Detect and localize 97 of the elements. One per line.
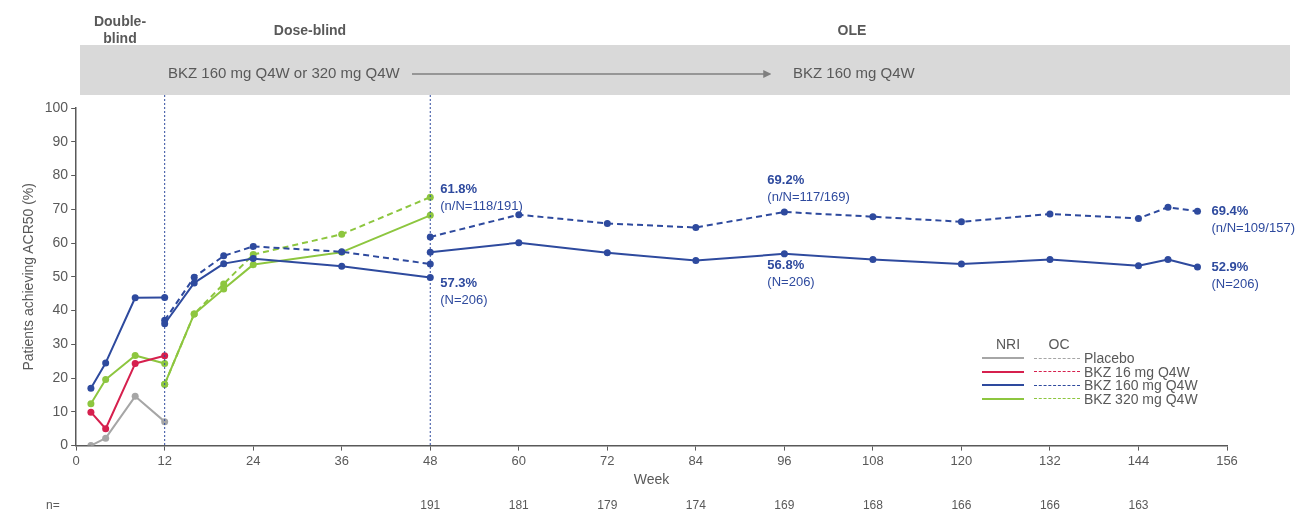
text: BKZ 160 mg Q4W or 320 mg Q4W [168, 64, 401, 82]
point [249, 242, 257, 250]
point [161, 320, 169, 328]
point [220, 260, 228, 268]
point [1193, 207, 1201, 215]
x-tick-label: 144 [1127, 452, 1150, 468]
text: 191 [420, 498, 441, 513]
point [161, 293, 169, 301]
point [869, 256, 877, 264]
y-tick-label: 40 [52, 301, 69, 318]
y-tick-label: 80 [52, 166, 69, 183]
point [869, 213, 877, 221]
point [1193, 263, 1201, 271]
annotation: 69.4% (n/N=109/157) [1211, 202, 1295, 235]
y-tick-label: 20 [52, 368, 69, 385]
point [780, 208, 788, 216]
point [426, 248, 434, 256]
point [102, 359, 110, 367]
point [957, 260, 965, 268]
x-tick-label: 84 [688, 452, 704, 468]
text: n= [46, 498, 60, 513]
point [1046, 210, 1054, 218]
text: 179 [597, 498, 618, 513]
x-tick-label: 36 [334, 452, 349, 468]
text: 166 [951, 498, 972, 513]
text: 169 [774, 498, 795, 513]
point [1164, 203, 1172, 211]
x-tick-label: 0 [72, 452, 80, 468]
point [87, 384, 95, 392]
x-axis-title: Week [633, 471, 671, 488]
x-tick-label: 12 [157, 452, 172, 468]
text: BKZ 160 mg Q4W [793, 64, 916, 82]
x-tick-label: 96 [777, 452, 792, 468]
point [957, 218, 965, 226]
x-tick-label: 48 [423, 452, 438, 468]
point [426, 211, 434, 219]
point [102, 434, 110, 442]
point [338, 230, 346, 238]
text: Dose-blind [273, 21, 347, 38]
annotation: 69.2% (n/N=117/169) [767, 171, 850, 204]
text: Double-blind [93, 13, 147, 47]
point [87, 400, 95, 408]
y-tick-label: 0 [60, 436, 69, 453]
point [131, 360, 139, 368]
y-tick-label: 50 [52, 267, 69, 284]
x-tick-label: 132 [1039, 452, 1061, 468]
text: OLE [837, 21, 867, 38]
point [692, 257, 700, 265]
point [220, 252, 228, 260]
x-tick-label: 120 [950, 452, 973, 468]
point [249, 261, 257, 269]
y-axis-title: Patients achieving ACR50 (%) [20, 183, 37, 371]
y-tick-label: 70 [52, 200, 69, 217]
text: 163 [1128, 498, 1149, 513]
point [1164, 256, 1172, 264]
point [603, 219, 611, 227]
point [102, 375, 110, 383]
point [1134, 214, 1142, 222]
x-tick-label: 72 [600, 452, 615, 468]
annotation: 61.8% (n/N=118/191) [440, 180, 523, 213]
point [249, 255, 257, 263]
point [426, 260, 434, 268]
x-tick-label: 60 [511, 452, 527, 468]
point [102, 425, 110, 433]
annotation: 56.8% (N=206) [767, 257, 815, 290]
y-tick-label: 90 [52, 132, 69, 149]
point [190, 279, 198, 287]
point [1046, 256, 1054, 264]
point [161, 352, 169, 360]
annotation: NRI [994, 335, 1022, 352]
y-tick-label: 100 [44, 98, 69, 115]
text: 174 [685, 498, 707, 513]
x-tick-label: 108 [862, 452, 884, 468]
point [131, 351, 139, 359]
point [131, 392, 139, 400]
point [426, 233, 434, 241]
point [1134, 262, 1142, 270]
x-tick-label: 156 [1216, 452, 1238, 468]
text: 168 [862, 498, 884, 513]
x-tick-label: 24 [245, 452, 261, 468]
y-tick-label: 10 [52, 402, 69, 419]
point [515, 239, 523, 247]
point [338, 262, 346, 270]
point [161, 360, 169, 368]
y-tick-label: 60 [52, 233, 69, 250]
annotation: 52.9% (N=206) [1211, 258, 1259, 291]
point [780, 250, 788, 258]
text: 166 [1039, 498, 1061, 513]
point [426, 273, 434, 281]
point [692, 224, 700, 232]
point [603, 249, 611, 257]
point [131, 294, 139, 302]
text: 181 [508, 498, 530, 513]
annotation: 57.3% (N=206) [440, 274, 488, 307]
annotation: OC [1047, 335, 1071, 352]
point [87, 408, 95, 416]
y-tick-label: 30 [52, 335, 69, 352]
